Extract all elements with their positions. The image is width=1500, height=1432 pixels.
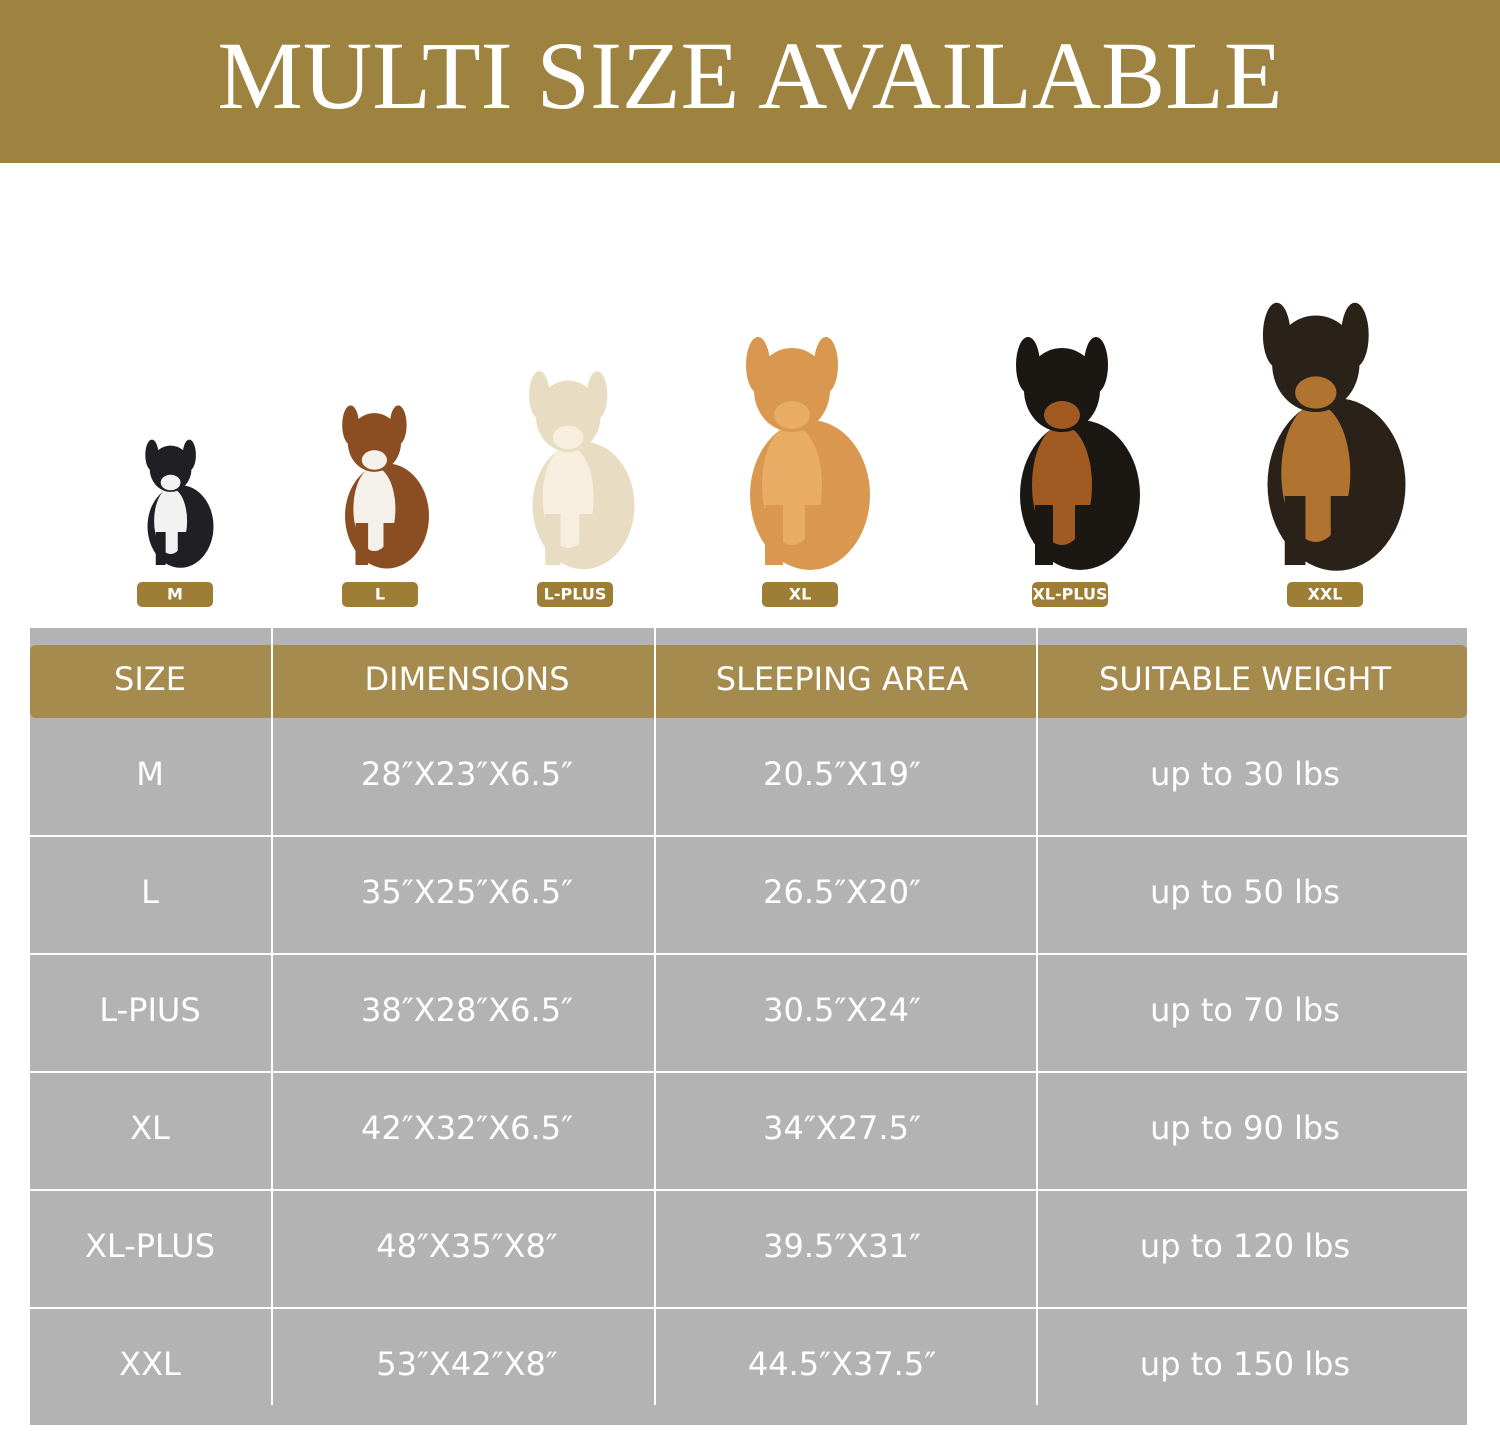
table-cell: 28″X23″X6.5″: [361, 755, 573, 793]
table-cell: 48″X35″X8″: [376, 1227, 558, 1265]
dog-ear: [1084, 337, 1108, 393]
dog-head: [535, 380, 601, 452]
dog-leg: [579, 514, 595, 565]
size-badge: [137, 582, 213, 607]
table-header: SLEEPING AREA: [716, 660, 969, 698]
dog-muzzle: [361, 450, 387, 470]
table-cell: 34″X27.5″: [763, 1109, 921, 1147]
dog-leg: [155, 532, 166, 565]
table-cell: up to 30 lbs: [1150, 755, 1340, 793]
table-cell: XL: [130, 1109, 170, 1147]
dog-image: [145, 439, 214, 568]
title: MULTI SIZE AVAILABLE: [218, 22, 1283, 129]
dog-ear: [586, 371, 608, 419]
table-cell: M: [136, 755, 164, 793]
dog-muzzle: [774, 401, 810, 429]
dog-muzzle: [552, 425, 584, 450]
size-badge: [762, 582, 838, 607]
dog-ear: [342, 405, 359, 445]
table-cell: 42″X32″X6.5″: [361, 1109, 573, 1147]
table-cell: 30.5″X24″: [763, 991, 921, 1029]
dog-leg: [1284, 496, 1306, 565]
table-cell: 38″X28″X6.5″: [361, 991, 573, 1029]
dog-image: [746, 337, 870, 570]
dog-ear: [1341, 302, 1369, 368]
size-badge-label: XL-PLUS: [1032, 585, 1107, 604]
dog-head: [347, 413, 401, 472]
table-bg: [30, 628, 1467, 1425]
size-badge-label: M: [167, 585, 183, 604]
table-cell: L-PIUS: [99, 991, 200, 1029]
dog-leg: [545, 514, 561, 565]
table-header-bg: [30, 645, 1467, 718]
size-badge: [537, 582, 613, 607]
dog-head: [754, 348, 830, 432]
dog-leg: [1330, 496, 1352, 565]
table-cell: up to 70 lbs: [1150, 991, 1340, 1029]
dog-ear: [529, 371, 550, 419]
dog-ear: [1262, 302, 1291, 368]
size-badge-label: L-PLUS: [544, 585, 607, 604]
table-cell: up to 150 lbs: [1140, 1345, 1350, 1383]
table-cell: up to 50 lbs: [1150, 873, 1340, 911]
dog-ear: [389, 405, 407, 445]
dog-muzzle: [1295, 376, 1337, 409]
dog-ear: [1016, 337, 1040, 393]
table-header: SIZE: [114, 660, 186, 698]
table-cell: 39.5″X31″: [763, 1227, 921, 1265]
table-cell: XL-PLUS: [85, 1227, 215, 1265]
dog-muzzle: [160, 474, 181, 491]
size-badge: [342, 582, 418, 607]
size-badge: [1287, 582, 1363, 607]
dog-leg: [765, 505, 783, 565]
header-bar: [0, 0, 1500, 163]
dog-muzzle: [1044, 401, 1080, 429]
table-cell: up to 90 lbs: [1150, 1109, 1340, 1147]
dog-head: [149, 445, 192, 492]
dog-image: [1262, 302, 1406, 571]
dog-leg: [355, 523, 369, 565]
dog-ear: [182, 439, 196, 471]
table-cell: 44.5″X37.5″: [748, 1345, 936, 1383]
table-header: DIMENSIONS: [364, 660, 569, 698]
table-cell: 35″X25″X6.5″: [361, 873, 573, 911]
dog-head: [1272, 315, 1360, 413]
dog-leg: [805, 505, 823, 565]
table-cell: 20.5″X19″: [763, 755, 921, 793]
size-badge: [1032, 582, 1108, 607]
table-cell: L: [141, 873, 159, 911]
dog-ear: [746, 337, 770, 393]
dog-leg: [1075, 505, 1093, 565]
size-badge-label: XXL: [1308, 585, 1343, 604]
table-header: SUITABLE WEIGHT: [1099, 660, 1391, 698]
table-cell: 26.5″X20″: [763, 873, 921, 911]
table-cell: 53″X42″X8″: [376, 1345, 558, 1383]
dog-leg: [383, 523, 397, 565]
dog-image: [342, 405, 429, 569]
dog-image: [529, 371, 635, 570]
table-cell: XXL: [119, 1345, 181, 1383]
dog-head: [1024, 348, 1100, 432]
dog-ear: [814, 337, 838, 393]
dog-leg: [177, 532, 188, 565]
size-badge-label: XL: [789, 585, 812, 604]
size-badge-label: L: [375, 585, 385, 604]
dog-ear: [145, 439, 159, 471]
table-cell: up to 120 lbs: [1140, 1227, 1350, 1265]
dog-image: [1016, 337, 1140, 570]
dog-leg: [1035, 505, 1053, 565]
